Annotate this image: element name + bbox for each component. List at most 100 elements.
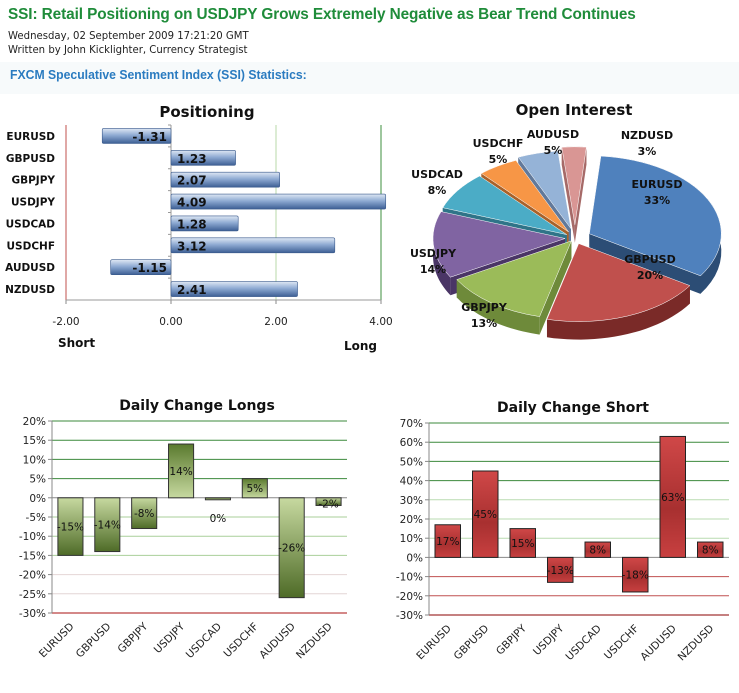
x-category-label: GBPJPY	[494, 622, 529, 657]
x-category-label: USDCHF	[222, 621, 261, 660]
pie-value-label: 20%	[637, 269, 663, 282]
positioning-value-label: 1.28	[177, 217, 207, 231]
y-tick-label: -30%	[396, 610, 423, 622]
y-tick-label: -15%	[19, 550, 46, 562]
pie-value-label: 3%	[638, 145, 657, 158]
pie-slice	[480, 160, 569, 233]
pie-category-label: USDJPY	[410, 247, 457, 260]
bar-value-label: -13%	[547, 565, 574, 577]
x-category-label: AUDUSD	[638, 623, 679, 664]
pie-slice	[589, 155, 722, 277]
x-category-label: USDJPY	[531, 622, 567, 658]
pie-value-label: 8%	[428, 184, 447, 197]
bar	[659, 435, 686, 558]
y-tick-label: 0%	[406, 552, 423, 564]
y-tick-label: -5%	[26, 512, 46, 524]
y-tick-label: 0%	[29, 493, 46, 505]
positioning-value-label: 4.09	[177, 196, 207, 210]
pie-slice-wall	[574, 147, 587, 243]
daily-change-short-chart: Daily Change Short 70% 60% 50% 40% 30% 20% 10%…	[396, 400, 729, 663]
bar	[584, 541, 611, 558]
x-category-label: EURUSD	[414, 623, 454, 663]
pie-value-label: 14%	[420, 263, 446, 276]
positioning-tick-label: 0.00	[159, 316, 182, 328]
bar-value-label: 5%	[246, 483, 263, 495]
bar	[509, 528, 536, 558]
positioning-bar	[170, 215, 239, 232]
pie-slice-wall	[539, 240, 572, 335]
x-category-label: GBPUSD	[74, 621, 114, 661]
y-tick-label: 40%	[400, 476, 423, 488]
pie-slice	[456, 240, 572, 317]
daily-change-longs-chart: Daily Change Longs 20%15%10%5%0%-5%-10%-…	[19, 398, 347, 661]
positioning-tick-label: 2.00	[264, 316, 287, 328]
bar-value-label: -15%	[57, 522, 84, 534]
y-tick-label: -10%	[19, 531, 46, 543]
pie-category-label: EURUSD	[632, 178, 683, 191]
x-category-label: USDCHF	[602, 623, 641, 662]
bar	[472, 470, 499, 558]
y-tick-label: 20%	[400, 514, 423, 526]
x-category-label: NZDUSD	[294, 621, 335, 662]
y-tick-label: -25%	[19, 589, 46, 601]
bar-value-label: -14%	[94, 520, 121, 532]
pie-value-label: 33%	[644, 194, 670, 207]
pie-value-label: 13%	[471, 317, 497, 330]
y-tick-label: -20%	[19, 570, 46, 582]
bar-value-label: -18%	[622, 570, 649, 582]
y-tick-label: -20%	[396, 591, 423, 603]
y-tick-label: 30%	[400, 495, 423, 507]
bar-value-label: 63%	[661, 492, 684, 504]
article-byline: Written by John Kicklighter, Currency St…	[8, 43, 248, 56]
y-tick-label: 15%	[23, 435, 46, 447]
pie-value-label: 5%	[544, 144, 563, 157]
short-axis-label: Short	[58, 336, 95, 350]
bar-value-label: 8%	[589, 545, 606, 557]
x-category-label: USDJPY	[152, 620, 188, 656]
positioning-value-label: -1.31	[132, 130, 167, 144]
pie-value-label: 5%	[489, 153, 508, 166]
bar-value-label: -26%	[278, 543, 305, 555]
positioning-category-label: AUDUSD	[5, 262, 55, 274]
bar	[57, 497, 84, 556]
long-axis-label: Long	[344, 339, 377, 353]
positioning-bar	[110, 259, 172, 275]
bar	[241, 478, 268, 499]
pie-category-label: AUDUSD	[527, 128, 579, 141]
positioning-bar	[101, 128, 172, 144]
bar	[697, 541, 724, 558]
positioning-category-label: GBPUSD	[6, 153, 55, 165]
x-category-label: EURUSD	[37, 621, 77, 661]
positioning-bar	[170, 171, 280, 188]
x-category-label: GBPJPY	[115, 620, 150, 655]
x-category-label: GBPUSD	[452, 623, 492, 663]
positioning-category-label: USDJPY	[11, 197, 55, 209]
bar-value-label: 8%	[702, 545, 719, 557]
bar	[94, 497, 121, 553]
pie-category-label: USDCAD	[411, 168, 463, 181]
pie-slice-wall	[589, 233, 701, 294]
positioning-category-label: EURUSD	[6, 131, 55, 143]
y-tick-label: 5%	[29, 474, 46, 486]
article-title[interactable]: SSI: Retail Positioning on USDJPY Grows …	[8, 6, 636, 23]
positioning-bar	[170, 150, 236, 166]
bar-value-label: 0%	[210, 513, 227, 525]
positioning-bar	[170, 193, 387, 210]
positioning-title: Positioning	[159, 103, 254, 121]
positioning-bar	[170, 281, 298, 297]
positioning-value-label: 3.12	[177, 239, 207, 253]
pie-category-label: USDCHF	[473, 137, 524, 150]
short-title: Daily Change Short	[497, 400, 649, 416]
pie-category-label: NZDUSD	[621, 129, 673, 142]
positioning-bar	[170, 237, 336, 254]
y-tick-label: -10%	[396, 572, 423, 584]
y-tick-label: 50%	[400, 456, 423, 468]
y-tick-label: 60%	[400, 437, 423, 449]
pie-slice	[561, 146, 587, 225]
bar-value-label: -2%	[318, 498, 338, 510]
bar-value-label: 45%	[474, 509, 497, 521]
pie-slice-side	[547, 285, 690, 340]
positioning-tick-label: -2.00	[52, 316, 79, 328]
bar	[547, 556, 574, 583]
